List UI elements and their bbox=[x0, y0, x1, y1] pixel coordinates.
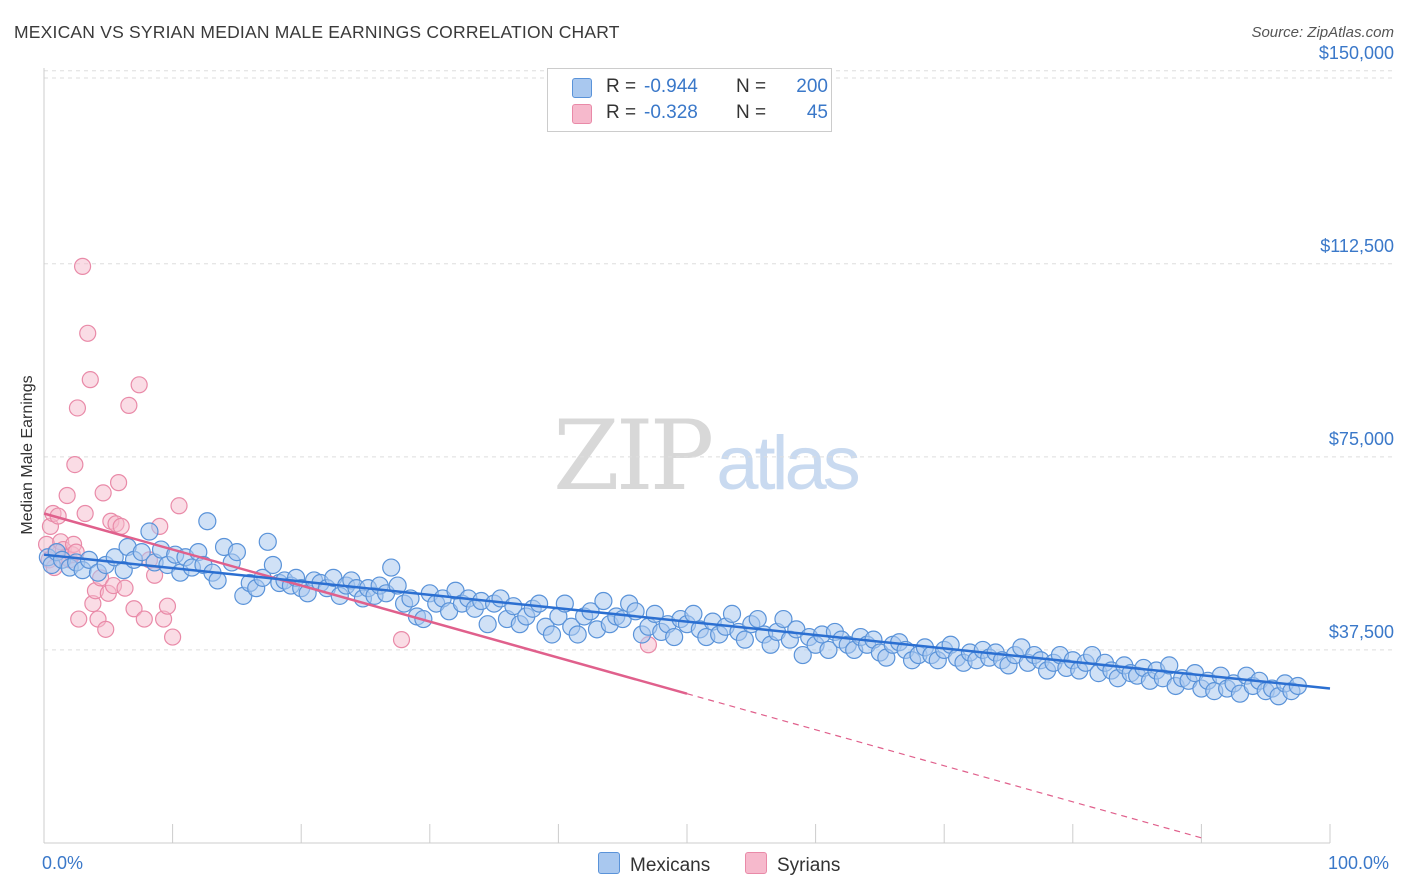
legend-item-syrians[interactable]: Syrians bbox=[745, 852, 840, 877]
mexicans-point bbox=[594, 591, 613, 611]
r-label: R = bbox=[606, 102, 637, 123]
syrians-point bbox=[81, 371, 99, 389]
mexicans-points bbox=[38, 512, 1307, 706]
legend-item-mexicans[interactable]: Mexicans bbox=[598, 852, 710, 877]
syrians-point bbox=[130, 376, 148, 394]
mexicans-point bbox=[735, 630, 754, 649]
n-label: N = bbox=[736, 76, 767, 97]
syrians-point bbox=[76, 504, 94, 523]
mexicans-point bbox=[722, 604, 742, 623]
syrians-point bbox=[116, 579, 134, 597]
watermark-atlas: atlas bbox=[716, 421, 861, 506]
mexicans-point bbox=[132, 543, 151, 562]
syrians-legend-swatch bbox=[745, 852, 767, 874]
syrians-point bbox=[68, 399, 87, 417]
syrians-point bbox=[170, 497, 188, 515]
mexicans-point bbox=[258, 532, 277, 551]
correlation-legend: R = -0.944 N = 200 R = -0.328 N = 45 bbox=[547, 68, 832, 132]
syrians-swatch bbox=[572, 104, 592, 124]
syrians-point bbox=[70, 610, 88, 628]
mexicans-point bbox=[263, 555, 283, 575]
mexicans-point bbox=[140, 522, 159, 541]
mexicans-point bbox=[227, 543, 246, 562]
mexicans-point bbox=[198, 512, 217, 531]
mexicans-point bbox=[665, 627, 684, 647]
trend-lines bbox=[43, 512, 1331, 839]
syrians-point bbox=[120, 396, 138, 414]
n-label: N = bbox=[736, 102, 767, 123]
mexicans-point bbox=[793, 645, 812, 665]
mexicans-point bbox=[774, 609, 793, 629]
mexicans-point bbox=[530, 594, 549, 613]
mexicans-point bbox=[748, 609, 767, 629]
r-value: -0.328 bbox=[644, 102, 698, 123]
syrians-trend-line bbox=[43, 512, 688, 695]
y-tick-label: $37,500 bbox=[1328, 621, 1394, 642]
y-tick-label: $112,500 bbox=[1320, 235, 1394, 256]
axes bbox=[43, 68, 1331, 844]
n-value: 45 bbox=[806, 102, 828, 123]
syrians-point bbox=[125, 600, 143, 618]
syrians-point bbox=[58, 486, 76, 505]
mexicans-trend-line bbox=[43, 553, 1331, 690]
r-label: R = bbox=[606, 76, 637, 97]
mexicans-point bbox=[478, 615, 497, 634]
syrians-point bbox=[66, 455, 84, 474]
mexicans-legend-label: Mexicans bbox=[630, 855, 711, 876]
mexicans-point bbox=[542, 625, 562, 644]
watermark-zip: ZIP bbox=[553, 400, 714, 512]
syrians-point bbox=[94, 484, 112, 502]
syrians-point bbox=[79, 324, 97, 342]
mexicans-point bbox=[684, 604, 703, 623]
y-tick-label: $75,000 bbox=[1328, 428, 1394, 449]
mexicans-swatch bbox=[572, 78, 592, 98]
zipatlas-watermark: ZIPatlas bbox=[553, 400, 861, 512]
syrians-point bbox=[392, 631, 411, 649]
mexicans-point bbox=[819, 640, 838, 660]
syrians-point bbox=[158, 597, 177, 615]
mexicans-legend-swatch bbox=[598, 852, 620, 874]
mexicans-point bbox=[382, 558, 401, 577]
mexicans-point bbox=[1160, 656, 1179, 675]
x-tick-label-max: 100.0% bbox=[1328, 853, 1390, 873]
syrians-legend-label: Syrians bbox=[777, 855, 841, 876]
r-value: -0.944 bbox=[644, 76, 698, 97]
chart-title: MEXICAN VS SYRIAN MEDIAN MALE EARNINGS C… bbox=[14, 22, 620, 42]
syrians-trend-extension bbox=[686, 693, 1202, 839]
syrians-point bbox=[109, 474, 128, 492]
syrians-point bbox=[73, 257, 92, 275]
syrians-point bbox=[112, 517, 130, 535]
mexicans-point bbox=[568, 625, 587, 644]
source-label: Source: ZipAtlas.com bbox=[1251, 24, 1394, 41]
n-value: 200 bbox=[796, 76, 828, 97]
syrians-point bbox=[164, 628, 182, 646]
grid-lines bbox=[44, 70, 1393, 651]
syrians-point bbox=[135, 610, 153, 628]
syrians-point bbox=[97, 620, 115, 638]
y-tick-label: $150,000 bbox=[1318, 42, 1394, 63]
x-tick-label-min: 0.0% bbox=[42, 853, 84, 873]
